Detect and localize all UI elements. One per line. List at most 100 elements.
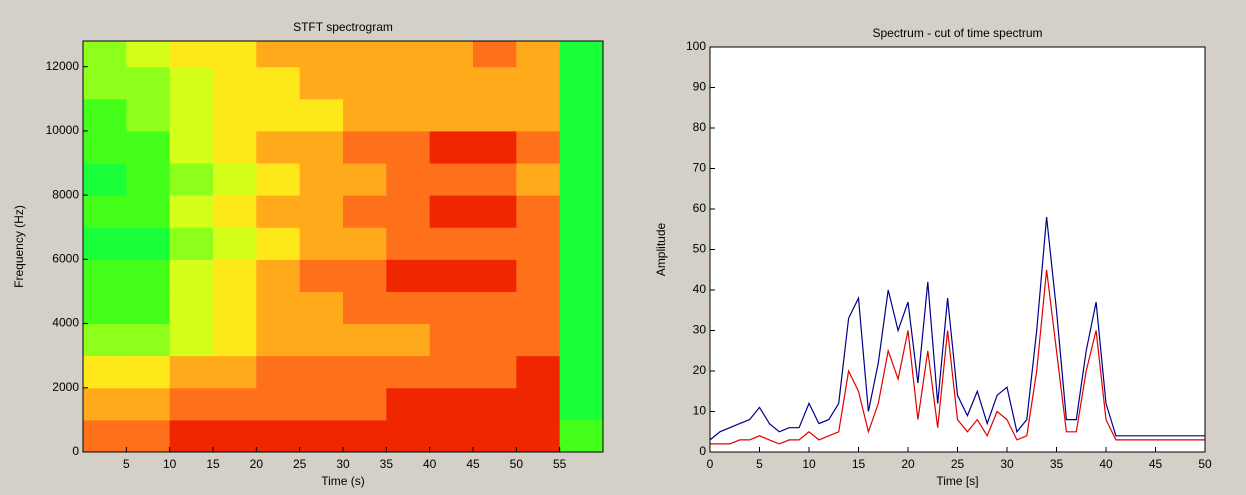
heatmap-cell [256, 291, 301, 325]
heatmap-cell [126, 66, 171, 100]
heatmap-cell [299, 41, 344, 68]
x-tick-label: 15 [206, 457, 220, 471]
x-tick-label: 30 [336, 457, 350, 471]
x-tick-label: 50 [1198, 457, 1212, 471]
heatmap-cell [169, 291, 214, 325]
y-axis-label: Frequency (Hz) [12, 205, 26, 288]
heatmap-cell [429, 41, 474, 68]
x-tick-label: 45 [1149, 457, 1163, 471]
heatmap-cell [213, 387, 257, 421]
heatmap-cell [343, 66, 387, 100]
series-line [710, 269, 1205, 445]
heatmap-cell [559, 41, 604, 68]
y-tick-label: 4000 [52, 316, 79, 330]
heatmap-cell [429, 163, 474, 196]
heatmap-cell [559, 419, 604, 453]
heatmap-cell [126, 323, 171, 357]
heatmap-cell [169, 98, 214, 132]
heatmap-cell [343, 41, 387, 68]
x-tick-label: 0 [707, 457, 714, 471]
heatmap-cell [386, 41, 431, 68]
heatmap-cell [516, 41, 561, 68]
heatmap-cell [559, 291, 604, 325]
x-tick-label: 15 [852, 457, 866, 471]
heatmap-cell [169, 387, 214, 421]
heatmap-cell [256, 41, 301, 68]
heatmap-cell [386, 227, 431, 260]
heatmap-cell [559, 323, 604, 357]
heatmap-cell [516, 259, 561, 292]
heatmap-cell [256, 259, 301, 292]
heatmap-cell [516, 195, 561, 228]
heatmap-cell [299, 98, 344, 132]
heatmap-cell [299, 323, 344, 357]
heatmap-cell [516, 419, 561, 453]
x-tick-label: 35 [380, 457, 394, 471]
heatmap-cell [169, 66, 214, 100]
y-tick-label: 2000 [52, 380, 79, 394]
x-tick-label: 10 [163, 457, 177, 471]
x-tick-label: 5 [756, 457, 763, 471]
x-tick-label: 5 [123, 457, 130, 471]
y-tick-label: 60 [693, 201, 707, 215]
y-axis-label: Amplitude [654, 223, 668, 277]
heatmap-cell [169, 419, 214, 453]
heatmap-cell [429, 259, 474, 292]
heatmap-cell [256, 387, 301, 421]
heatmap-cell [256, 130, 301, 164]
y-tick-label: 80 [693, 120, 707, 134]
heatmap-cell [213, 41, 257, 68]
heatmap-cell [169, 323, 214, 357]
heatmap-cell [429, 66, 474, 100]
heatmap-cell [126, 98, 171, 132]
x-tick-label: 25 [951, 457, 965, 471]
heatmap-cell [256, 419, 301, 453]
heatmap-cell [386, 387, 431, 421]
heatmap-cell [299, 387, 344, 421]
x-tick-label: 55 [553, 457, 567, 471]
heatmap-cell [126, 291, 171, 325]
heatmap-cell [256, 355, 301, 389]
heatmap-cell [386, 163, 431, 196]
heatmap-cell [516, 387, 561, 421]
y-tick-label: 40 [693, 282, 707, 296]
heatmap-cell [343, 419, 387, 453]
heatmap-cell [386, 259, 431, 292]
heatmap-cell [256, 163, 301, 196]
heatmap-cell [343, 227, 387, 260]
heatmap-cell [559, 130, 604, 164]
heatmap-cell [559, 66, 604, 100]
heatmap-cell [213, 419, 257, 453]
heatmap-cell [126, 130, 171, 164]
heatmap-cell [256, 227, 301, 260]
x-tick-label: 10 [802, 457, 816, 471]
heatmap-cell [299, 291, 344, 325]
x-tick-label: 25 [293, 457, 307, 471]
heatmap-cell [213, 291, 257, 325]
heatmap-cell [343, 387, 387, 421]
heatmap-cell [343, 195, 387, 228]
heatmap-cell [169, 355, 214, 389]
heatmap-cell [386, 291, 431, 325]
heatmap-cell [473, 355, 517, 389]
plot-area [710, 47, 1205, 452]
y-tick-label: 8000 [52, 187, 79, 201]
x-tick-label: 40 [1099, 457, 1113, 471]
heatmap-cell [429, 130, 474, 164]
heatmap-cell [256, 323, 301, 357]
heatmap-cell [473, 387, 517, 421]
heatmap-cell [559, 227, 604, 260]
heatmap-cell [516, 66, 561, 100]
heatmap-cell [213, 355, 257, 389]
heatmap-cell [83, 227, 127, 260]
heatmap-cell [473, 291, 517, 325]
heatmap-cell [299, 259, 344, 292]
heatmap-cell [299, 163, 344, 196]
heatmap-cell [429, 355, 474, 389]
heatmap-cell [299, 227, 344, 260]
heatmap-cell [126, 227, 171, 260]
heatmap-cell [473, 323, 517, 357]
heatmap-cell [169, 195, 214, 228]
heatmap-cell [343, 323, 387, 357]
heatmap-cell [126, 355, 171, 389]
